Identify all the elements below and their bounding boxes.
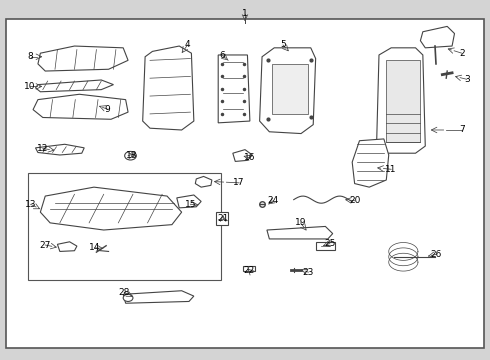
Text: 2: 2 xyxy=(459,49,465,58)
FancyBboxPatch shape xyxy=(28,173,220,280)
Polygon shape xyxy=(218,55,250,123)
Polygon shape xyxy=(260,48,316,134)
Polygon shape xyxy=(123,291,194,303)
Polygon shape xyxy=(35,80,114,92)
Text: 5: 5 xyxy=(280,40,286,49)
Polygon shape xyxy=(196,176,212,187)
Text: 17: 17 xyxy=(233,178,245,187)
Text: 1: 1 xyxy=(242,9,248,18)
Text: 10: 10 xyxy=(24,82,35,91)
Text: 9: 9 xyxy=(105,105,110,114)
Text: 13: 13 xyxy=(25,200,36,209)
Text: 23: 23 xyxy=(303,268,314,277)
Text: 15: 15 xyxy=(185,200,196,209)
Text: 11: 11 xyxy=(386,165,397,174)
Polygon shape xyxy=(352,139,389,187)
Text: 19: 19 xyxy=(295,219,306,228)
Polygon shape xyxy=(33,94,128,119)
Bar xyxy=(216,212,228,225)
Text: 21: 21 xyxy=(218,214,229,223)
Text: 25: 25 xyxy=(324,239,336,248)
Polygon shape xyxy=(376,48,425,153)
Polygon shape xyxy=(272,64,308,114)
Text: 8: 8 xyxy=(28,52,33,61)
Circle shape xyxy=(123,294,133,301)
Text: 22: 22 xyxy=(243,266,254,275)
Text: 24: 24 xyxy=(268,196,279,205)
Polygon shape xyxy=(177,195,201,208)
Bar xyxy=(243,266,255,271)
Text: 12: 12 xyxy=(37,144,49,153)
Polygon shape xyxy=(143,46,194,130)
Polygon shape xyxy=(57,242,77,251)
Polygon shape xyxy=(233,150,252,161)
Text: 26: 26 xyxy=(431,250,442,259)
Polygon shape xyxy=(40,187,182,230)
Text: 28: 28 xyxy=(119,288,130,297)
Text: 18: 18 xyxy=(126,151,138,160)
Polygon shape xyxy=(267,226,333,239)
Polygon shape xyxy=(38,46,128,71)
Circle shape xyxy=(124,152,136,160)
FancyBboxPatch shape xyxy=(6,19,484,348)
Polygon shape xyxy=(35,144,84,155)
Text: 3: 3 xyxy=(464,75,469,84)
Bar xyxy=(316,242,335,249)
Polygon shape xyxy=(420,26,455,48)
Text: 4: 4 xyxy=(185,40,190,49)
Text: 27: 27 xyxy=(40,240,51,249)
Text: 7: 7 xyxy=(459,126,465,135)
Text: 20: 20 xyxy=(349,196,360,205)
Text: 6: 6 xyxy=(220,51,225,60)
Text: 16: 16 xyxy=(244,153,256,162)
Polygon shape xyxy=(386,60,420,143)
Text: 14: 14 xyxy=(89,243,100,252)
